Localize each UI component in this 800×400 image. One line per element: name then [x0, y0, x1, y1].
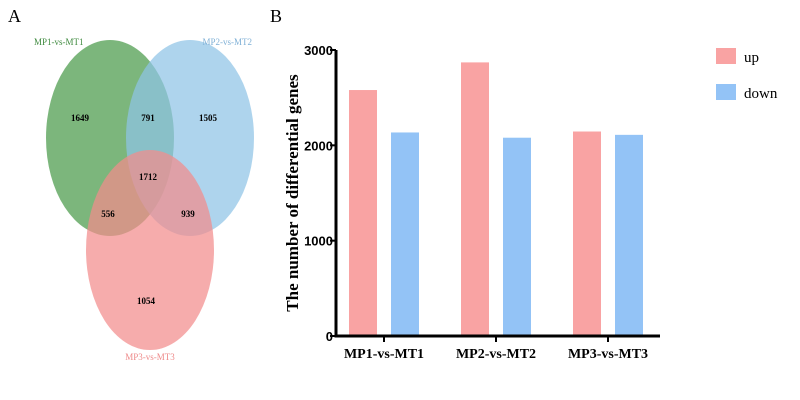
x-category-label: MP2-vs-MT2 [456, 347, 536, 362]
venn-set-label-3: MP3-vs-MT3 [125, 352, 175, 362]
venn-region-counts: 1649 1505 1054 791 556 939 1712 [71, 113, 218, 306]
venn-set-label-1: MP1-vs-MT1 [34, 37, 84, 47]
venn-circle-3 [86, 150, 214, 350]
bar-chart: B The number of differential genes 0 1000… [270, 6, 778, 362]
x-category-label: MP3-vs-MT3 [568, 347, 648, 362]
legend-swatch-down [716, 84, 736, 100]
y-tick-label: 2000 [304, 138, 333, 153]
bar-down [503, 137, 531, 336]
venn-region-count: 791 [141, 113, 155, 123]
bar-up [573, 131, 601, 336]
bar-up [349, 90, 377, 336]
axes [330, 49, 660, 342]
legend-label-down: down [744, 86, 778, 102]
legend-swatch-up [716, 48, 736, 64]
panel-b-letter: B [270, 6, 282, 26]
bar-down [391, 132, 419, 336]
venn-diagram: A MP1-vs-MT1 MP2-vs-MT2 MP3-vs-MT3 1649 150… [8, 6, 254, 362]
y-tick-label: 1000 [304, 234, 333, 249]
x-category-labels: MP1-vs-MT1 MP2-vs-MT2 MP3-vs-MT3 [344, 347, 648, 362]
venn-circles [46, 40, 254, 350]
venn-region-count: 556 [101, 209, 115, 219]
venn-region-count: 939 [181, 209, 195, 219]
venn-set-label-2: MP2-vs-MT2 [202, 37, 252, 47]
x-category-label: MP1-vs-MT1 [344, 347, 424, 362]
y-tick-label: 3000 [304, 43, 333, 58]
bars [349, 62, 643, 336]
venn-set-labels: MP1-vs-MT1 MP2-vs-MT2 MP3-vs-MT3 [34, 37, 252, 362]
venn-region-count: 1649 [71, 113, 90, 123]
y-axis-title: The number of differential genes [283, 74, 302, 312]
venn-region-count: 1712 [139, 172, 158, 182]
legend: up down [716, 48, 778, 102]
venn-region-count: 1054 [137, 296, 156, 306]
y-tick-label: 0 [326, 329, 333, 344]
y-tick-labels: 0 1000 2000 3000 [304, 43, 333, 344]
legend-label-up: up [744, 50, 759, 66]
bar-up [461, 62, 489, 336]
bar-down [615, 134, 643, 336]
venn-region-count: 1505 [199, 113, 218, 123]
panel-a-letter: A [8, 6, 21, 26]
